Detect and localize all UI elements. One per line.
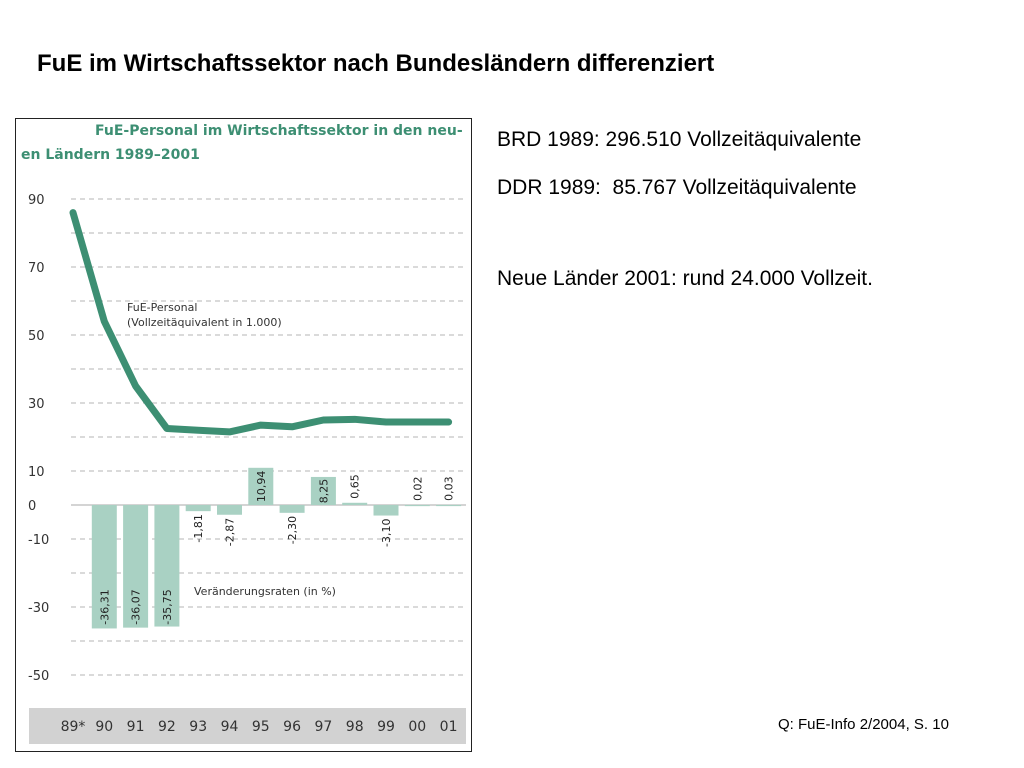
x-tick-label: 89*: [61, 719, 86, 735]
fue-personal-point: [290, 425, 294, 429]
x-tick-label: 01: [440, 719, 458, 735]
bar-data-label: -2,87: [224, 518, 237, 546]
line-series-label: (Vollzeitäquivalent in 1.000): [127, 316, 282, 329]
fue-personal-point: [102, 319, 106, 323]
fue-personal-point: [134, 384, 138, 388]
y-tick-label: 90: [28, 193, 45, 208]
fue-personal-point: [228, 430, 231, 434]
change-rate-bar: [185, 505, 211, 512]
x-tick-label: 96: [283, 719, 301, 735]
change-rate-bar: [279, 505, 305, 513]
bar-data-label: 0,02: [411, 476, 424, 501]
fue-personal-point: [353, 417, 357, 421]
change-rate-bar: [310, 476, 336, 505]
change-rate-bar: [154, 505, 180, 627]
info-ddr-1989: DDR 1989: 85.767 Vollzeitäquivalente: [497, 176, 857, 199]
change-rate-bar: [248, 467, 274, 505]
change-rate-bar: [373, 505, 399, 516]
fue-personal-point: [321, 418, 325, 422]
chart-svg: FuE-Personal im Wirtschaftssektor in den…: [21, 123, 466, 744]
bar-data-label: -1,81: [192, 514, 205, 542]
info-neue-laender-2001: Neue Länder 2001: rund 24.000 Vollzeit.: [497, 267, 873, 290]
fue-personal-point: [415, 420, 419, 424]
fue-personal-point: [71, 211, 75, 215]
change-rate-bar: [91, 505, 117, 629]
x-tick-label: 94: [221, 719, 239, 735]
x-tick-label: 92: [158, 719, 176, 735]
x-tick-label: 93: [189, 719, 207, 735]
fue-personal-point: [447, 420, 451, 424]
x-tick-label: 00: [408, 719, 426, 735]
bar-data-label: 8,25: [317, 479, 330, 504]
bar-data-label: -3,10: [380, 519, 393, 547]
y-tick-label: 30: [28, 397, 45, 412]
y-tick-label: -10: [28, 533, 49, 548]
x-tick-label: 97: [314, 719, 332, 735]
fue-personal-point: [259, 423, 263, 427]
bar-data-label: -36,31: [98, 589, 111, 624]
info-brd-1989: BRD 1989: 296.510 Vollzeitäquivalente: [497, 128, 862, 151]
y-tick-label: 70: [28, 261, 45, 276]
y-tick-label: 50: [28, 329, 45, 344]
x-tick-label: 91: [127, 719, 145, 735]
x-tick-label: 90: [95, 719, 113, 735]
bar-data-label: 0,65: [349, 474, 362, 499]
x-tick-label: 98: [346, 719, 364, 735]
bar-data-label: -35,75: [161, 589, 174, 624]
change-rate-bar: [217, 505, 242, 515]
chart-frame: FuE-Personal im Wirtschaftssektor in den…: [15, 118, 472, 752]
change-rate-bar: [404, 504, 430, 507]
bar-series-label: Veränderungsraten (in %): [194, 585, 336, 598]
fue-personal-point: [165, 427, 169, 430]
chart-title-line: en Ländern 1989–2001: [21, 147, 200, 163]
bar-data-label: -36,07: [130, 589, 143, 624]
y-tick-label: -30: [28, 601, 49, 616]
change-rate-bar: [342, 502, 368, 505]
change-rate-bar: [436, 504, 462, 507]
x-axis-band: [29, 708, 466, 744]
change-rate-bar: [123, 505, 149, 628]
bar-data-label: 0,03: [443, 476, 456, 501]
bar-data-label: -2,30: [286, 516, 299, 544]
source-citation: Q: FuE-Info 2/2004, S. 10: [778, 716, 949, 733]
chart-title-line: FuE-Personal im Wirtschaftssektor in den…: [95, 123, 463, 139]
bar-data-label: 10,94: [255, 471, 268, 503]
slide-title: FuE im Wirtschaftssektor nach Bundesländ…: [37, 50, 715, 77]
x-tick-label: 95: [252, 719, 270, 735]
fue-personal-point: [196, 428, 200, 432]
y-tick-label: 10: [28, 465, 45, 480]
y-tick-label: 0: [28, 499, 36, 514]
x-tick-label: 99: [377, 719, 395, 735]
y-tick-label: -50: [28, 669, 49, 684]
line-series-label: FuE-Personal: [127, 301, 197, 314]
fue-personal-point: [384, 420, 388, 424]
